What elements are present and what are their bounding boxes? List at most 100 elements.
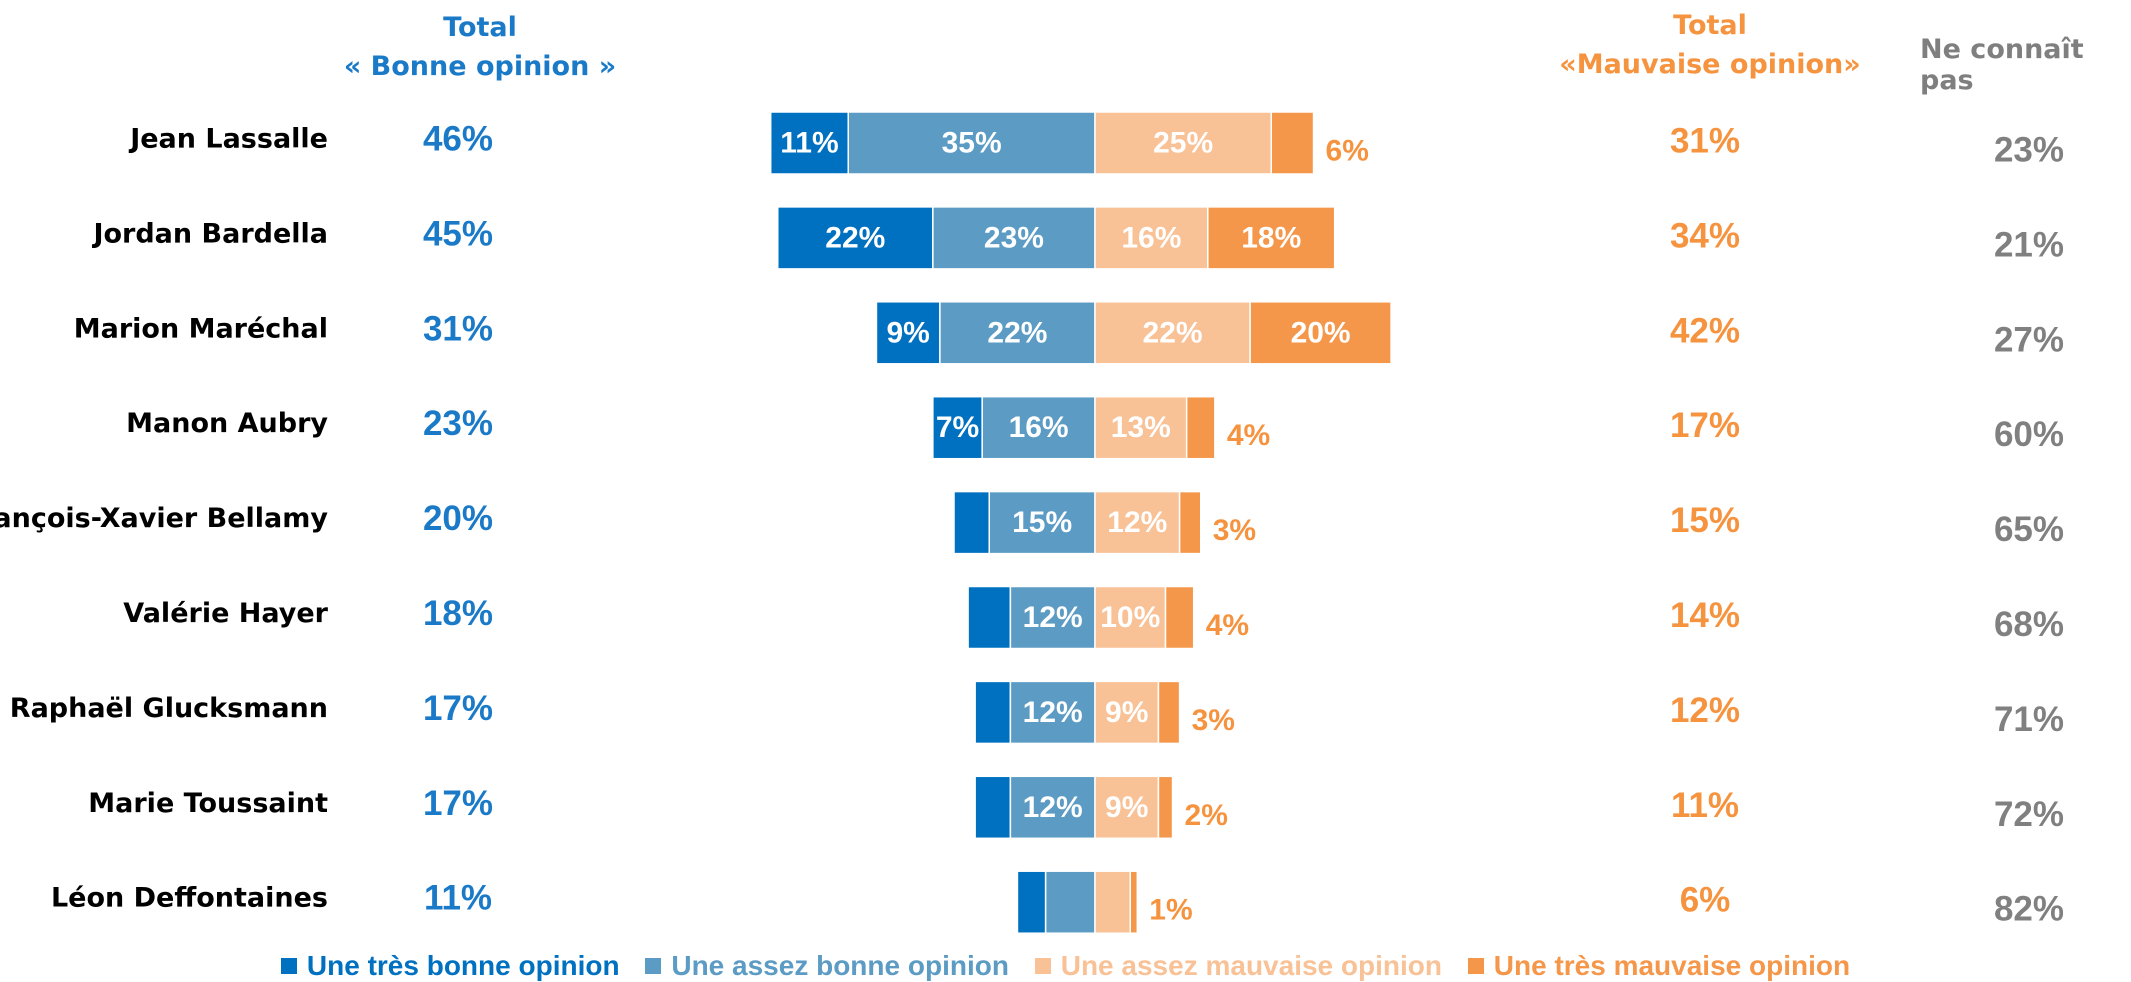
category-label: Jordan Bardella <box>91 218 328 249</box>
total-bad-value: 31% <box>1670 122 1740 161</box>
bar-assez-bonne <box>981 395 1096 460</box>
bar-tres-mauvaise <box>1157 775 1174 840</box>
legend-swatch-tres-mauvaise <box>1467 958 1484 974</box>
legend-item-assez-bonne: Une assez bonne opinion <box>645 950 1009 982</box>
bar-label-assez-mauvaise: 13% <box>1111 411 1171 444</box>
total-bad-value: 14% <box>1670 596 1740 635</box>
category-label: Marie Toussaint <box>88 788 328 819</box>
legend-swatch-tres-bonne <box>280 958 297 974</box>
bar-tres-bonne <box>1016 870 1047 934</box>
bar-label-tres-mauvaise: 4% <box>1206 609 1249 642</box>
bar-label-assez-bonne: 12% <box>1023 696 1083 729</box>
legend-item-tres-mauvaise: Une très mauvaise opinion <box>1467 950 1851 982</box>
total-good-value: 17% <box>423 784 493 823</box>
total-bad-header-line2: «Mauvaise opinion» <box>1559 49 1861 80</box>
bar-tres-bonne <box>974 680 1012 745</box>
total-good-value: 11% <box>424 879 492 918</box>
bar-label-assez-bonne: 15% <box>1012 506 1072 539</box>
bar-label-tres-mauvaise: 2% <box>1185 799 1228 832</box>
bar-assez-bonne <box>847 111 1096 175</box>
legend-label-tres-mauvaise: Une très mauvaise opinion <box>1493 950 1851 981</box>
total-bad-header: Total «Mauvaise opinion» <box>1550 6 1870 84</box>
bar-tres-mauvaise <box>1249 301 1392 365</box>
category-label: François-Xavier Bellamy <box>0 503 328 534</box>
not-known-value: 65% <box>1994 510 2064 549</box>
bar-label-assez-bonne: 23% <box>984 221 1044 254</box>
bar-label-tres-bonne: 11% <box>780 127 838 160</box>
bar-label-assez-mauvaise: 22% <box>1143 316 1203 349</box>
total-bad-header-line1: Total <box>1673 10 1747 41</box>
total-good-value: 20% <box>423 499 493 538</box>
not-known-value: 72% <box>1994 795 2064 834</box>
not-known-value: 21% <box>1994 225 2064 264</box>
bar-label-tres-mauvaise: 4% <box>1227 419 1270 452</box>
total-good-header-line2: « Bonne opinion » <box>343 51 617 82</box>
bar-label-assez-mauvaise: 10% <box>1100 601 1160 634</box>
total-bad-value: 12% <box>1670 691 1740 730</box>
legend-item-tres-bonne: Une très bonne opinion <box>280 950 620 982</box>
legend-swatch-assez-bonne <box>645 958 662 974</box>
legend-item-assez-mauvaise: Une assez mauvaise opinion <box>1034 950 1442 982</box>
bar-assez-mauvaise <box>1094 775 1160 840</box>
legend-label-tres-bonne: Une très bonne opinion <box>306 950 620 981</box>
total-bad-value: 11% <box>1671 786 1739 825</box>
legend-swatch-assez-mauvaise <box>1034 958 1051 974</box>
bar-label-assez-mauvaise: 16% <box>1121 221 1181 254</box>
bar-label-tres-mauvaise: 20% <box>1291 316 1351 349</box>
category-label: Valérie Hayer <box>123 598 328 629</box>
bar-tres-mauvaise <box>1157 680 1181 745</box>
bar-tres-bonne <box>974 775 1012 840</box>
bar-tres-bonne <box>967 585 1012 650</box>
total-good-value: 18% <box>423 594 493 633</box>
bar-assez-mauvaise <box>1094 206 1209 270</box>
bar-tres-mauvaise <box>1270 111 1315 175</box>
category-label: Jean Lassalle <box>128 124 328 155</box>
bar-tres-mauvaise <box>1129 870 1139 934</box>
not-known-header: Ne connaît pas <box>1920 34 2084 96</box>
bar-tres-mauvaise <box>1185 395 1216 460</box>
total-good-header-line1: Total <box>443 12 517 43</box>
total-good-value: 45% <box>423 214 493 253</box>
bar-label-assez-bonne: 16% <box>1009 411 1069 444</box>
category-label: Léon Deffontaines <box>51 883 328 914</box>
bar-label-tres-bonne: 22% <box>825 221 885 254</box>
bar-label-assez-mauvaise: 9% <box>1105 696 1148 729</box>
bar-label-assez-bonne: 12% <box>1023 601 1083 634</box>
total-good-value: 31% <box>423 309 493 348</box>
bar-label-tres-mauvaise: 3% <box>1213 514 1256 547</box>
bar-label-assez-mauvaise: 9% <box>1105 791 1148 824</box>
total-good-value: 46% <box>423 120 493 159</box>
total-good-value: 23% <box>423 404 493 443</box>
legend-label-assez-bonne: Une assez bonne opinion <box>671 950 1009 981</box>
bar-assez-mauvaise <box>1094 395 1188 460</box>
not-known-value: 82% <box>1994 890 2064 929</box>
bar-assez-bonne <box>1009 775 1096 840</box>
legend-label-assez-mauvaise: Une assez mauvaise opinion <box>1060 950 1442 981</box>
bar-label-tres-bonne: 7% <box>936 411 979 444</box>
bar-label-assez-bonne: 22% <box>987 316 1047 349</box>
bar-assez-mauvaise <box>1094 870 1131 934</box>
total-bad-value: 6% <box>1680 881 1731 920</box>
bar-tres-bonne <box>953 490 990 555</box>
bar-tres-bonne <box>777 206 934 270</box>
bar-label-tres-mauvaise: 6% <box>1326 135 1369 168</box>
bar-assez-mauvaise <box>1094 680 1160 745</box>
bar-assez-bonne <box>988 490 1096 555</box>
bar-tres-mauvaise <box>1207 206 1336 270</box>
bar-tres-bonne <box>932 395 983 460</box>
bar-label-tres-mauvaise: 3% <box>1192 704 1235 737</box>
bar-label-assez-mauvaise: 12% <box>1107 506 1167 539</box>
category-label: Raphaël Glucksmann <box>10 693 328 724</box>
bar-label-assez-bonne: 35% <box>942 127 1002 160</box>
bar-assez-bonne <box>1044 870 1096 934</box>
category-label: Manon Aubry <box>126 408 328 439</box>
bar-assez-bonne <box>1009 680 1096 745</box>
not-known-value: 68% <box>1994 605 2064 644</box>
opinion-chart: Jean Lassalle 46% 31% 23% 11% 35% 25% 6% Jordan … <box>0 111 2064 934</box>
bar-assez-bonne <box>1009 585 1096 650</box>
not-known-value: 60% <box>1994 415 2064 454</box>
total-good-header: Total « Bonne opinion » <box>330 8 630 86</box>
chart-legend: Une très bonne opinion Une assez bonne o… <box>0 950 2131 982</box>
total-bad-value: 15% <box>1670 501 1740 540</box>
total-bad-value: 42% <box>1670 311 1740 350</box>
